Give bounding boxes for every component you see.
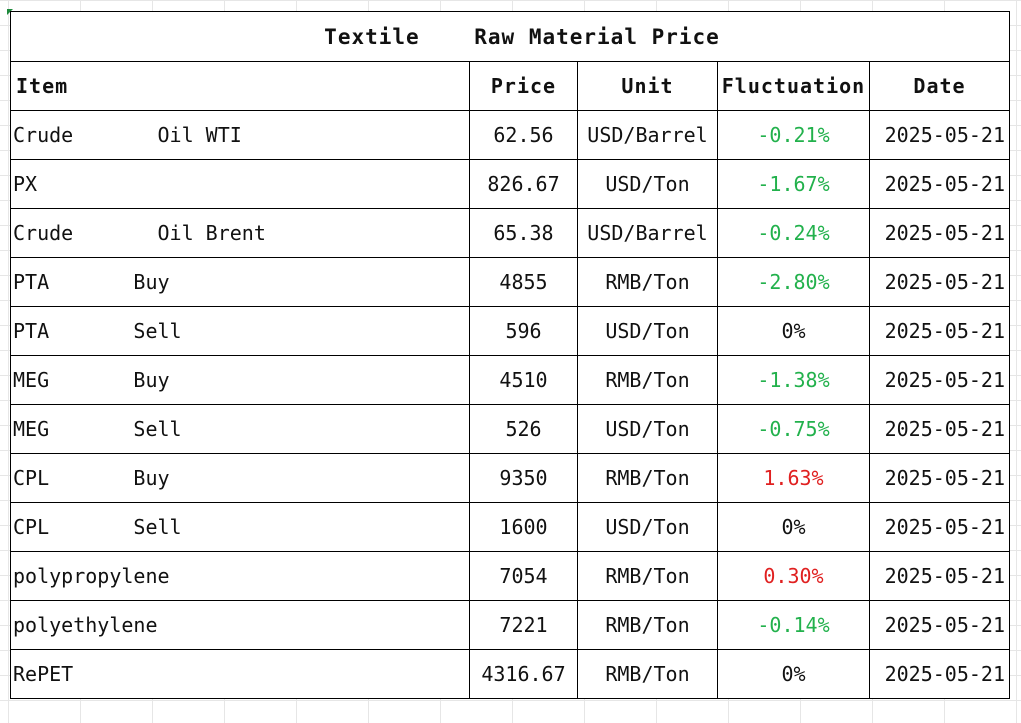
unit-cell[interactable]: USD/Ton bbox=[577, 159, 718, 209]
date-cell[interactable]: 2025-05-21 bbox=[869, 551, 1010, 601]
fluctuation-cell[interactable]: 0% bbox=[717, 502, 870, 552]
fluctuation-cell[interactable]: 1.63% bbox=[717, 453, 870, 503]
header-price[interactable]: Price bbox=[469, 61, 578, 111]
date-cell[interactable]: 2025-05-21 bbox=[869, 453, 1010, 503]
fluctuation-cell[interactable]: -0.14% bbox=[717, 600, 870, 650]
unit-cell[interactable]: RMB/Ton bbox=[577, 649, 718, 699]
item-cell[interactable]: polyethylene bbox=[10, 600, 470, 650]
price-cell[interactable]: 4510 bbox=[469, 355, 578, 405]
table-row: polyethylene 7221 RMB/Ton -0.14% 2025-05-21 bbox=[10, 600, 1010, 650]
unit-cell[interactable]: RMB/Ton bbox=[577, 551, 718, 601]
fluctuation-cell[interactable]: -0.21% bbox=[717, 110, 870, 160]
date-cell[interactable]: 2025-05-21 bbox=[869, 159, 1010, 209]
table-row: PTA Sell 596 USD/Ton 0% 2025-05-21 bbox=[10, 306, 1010, 356]
fluctuation-cell[interactable]: -2.80% bbox=[717, 257, 870, 307]
fluctuation-cell[interactable]: 0% bbox=[717, 306, 870, 356]
unit-cell[interactable]: RMB/Ton bbox=[577, 257, 718, 307]
header-item[interactable]: Item bbox=[10, 61, 470, 111]
table-row: CPL Sell 1600 USD/Ton 0% 2025-05-21 bbox=[10, 502, 1010, 552]
fluctuation-cell[interactable]: 0% bbox=[717, 649, 870, 699]
date-cell[interactable]: 2025-05-21 bbox=[869, 404, 1010, 454]
price-cell[interactable]: 9350 bbox=[469, 453, 578, 503]
header-unit[interactable]: Unit bbox=[577, 61, 718, 111]
table-body: Crude Oil WTI 62.56 USD/Barrel -0.21% 2025-0… bbox=[10, 110, 1010, 699]
unit-cell[interactable]: RMB/Ton bbox=[577, 453, 718, 503]
date-cell[interactable]: 2025-05-21 bbox=[869, 208, 1010, 258]
item-cell[interactable]: MEG Sell bbox=[10, 404, 470, 454]
table-row: MEG Sell 526 USD/Ton -0.75% 2025-05-21 bbox=[10, 404, 1010, 454]
price-cell[interactable]: 1600 bbox=[469, 502, 578, 552]
price-cell[interactable]: 65.38 bbox=[469, 208, 578, 258]
date-cell[interactable]: 2025-05-21 bbox=[869, 649, 1010, 699]
item-cell[interactable]: CPL Sell bbox=[10, 502, 470, 552]
fluctuation-cell[interactable]: -1.67% bbox=[717, 159, 870, 209]
unit-cell[interactable]: RMB/Ton bbox=[577, 600, 718, 650]
unit-cell[interactable]: USD/Ton bbox=[577, 404, 718, 454]
table-row: Crude Oil WTI 62.56 USD/Barrel -0.21% 2025-0… bbox=[10, 110, 1010, 160]
date-cell[interactable]: 2025-05-21 bbox=[869, 600, 1010, 650]
table-row: CPL Buy 9350 RMB/Ton 1.63% 2025-05-21 bbox=[10, 453, 1010, 503]
fluctuation-cell[interactable]: -0.24% bbox=[717, 208, 870, 258]
unit-cell[interactable]: USD/Barrel bbox=[577, 208, 718, 258]
date-cell[interactable]: 2025-05-21 bbox=[869, 110, 1010, 160]
raw-material-price-table: Textile Raw Material Price Item Price Un… bbox=[10, 11, 1010, 699]
table-row: MEG Buy 4510 RMB/Ton -1.38% 2025-05-21 bbox=[10, 355, 1010, 405]
price-cell[interactable]: 826.67 bbox=[469, 159, 578, 209]
item-cell[interactable]: PTA Sell bbox=[10, 306, 470, 356]
table-row: polypropylene 7054 RMB/Ton 0.30% 2025-05-21 bbox=[10, 551, 1010, 601]
item-cell[interactable]: Crude Oil WTI bbox=[10, 110, 470, 160]
header-fluctuation[interactable]: Fluctuation bbox=[717, 61, 870, 111]
unit-cell[interactable]: USD/Ton bbox=[577, 306, 718, 356]
unit-cell[interactable]: USD/Barrel bbox=[577, 110, 718, 160]
item-cell[interactable]: CPL Buy bbox=[10, 453, 470, 503]
date-cell[interactable]: 2025-05-21 bbox=[869, 355, 1010, 405]
unit-cell[interactable]: USD/Ton bbox=[577, 502, 718, 552]
price-cell[interactable]: 62.56 bbox=[469, 110, 578, 160]
header-row: Item Price Unit Fluctuation Date bbox=[10, 61, 1010, 111]
fluctuation-cell[interactable]: -1.38% bbox=[717, 355, 870, 405]
item-cell[interactable]: PTA Buy bbox=[10, 257, 470, 307]
price-cell[interactable]: 4855 bbox=[469, 257, 578, 307]
table-row: PTA Buy 4855 RMB/Ton -2.80% 2025-05-21 bbox=[10, 257, 1010, 307]
date-cell[interactable]: 2025-05-21 bbox=[869, 306, 1010, 356]
unit-cell[interactable]: RMB/Ton bbox=[577, 355, 718, 405]
item-cell[interactable]: MEG Buy bbox=[10, 355, 470, 405]
table-row: RePET 4316.67 RMB/Ton 0% 2025-05-21 bbox=[10, 649, 1010, 699]
title-row: Textile Raw Material Price bbox=[10, 11, 1010, 62]
item-cell[interactable]: polypropylene bbox=[10, 551, 470, 601]
date-cell[interactable]: 2025-05-21 bbox=[869, 502, 1010, 552]
price-cell[interactable]: 526 bbox=[469, 404, 578, 454]
price-cell[interactable]: 596 bbox=[469, 306, 578, 356]
item-cell[interactable]: Crude Oil Brent bbox=[10, 208, 470, 258]
table-row: PX 826.67 USD/Ton -1.67% 2025-05-21 bbox=[10, 159, 1010, 209]
item-cell[interactable]: RePET bbox=[10, 649, 470, 699]
date-cell[interactable]: 2025-05-21 bbox=[869, 257, 1010, 307]
fluctuation-cell[interactable]: 0.30% bbox=[717, 551, 870, 601]
table-row: Crude Oil Brent 65.38 USD/Barrel -0.24% 2025… bbox=[10, 208, 1010, 258]
item-cell[interactable]: PX bbox=[10, 159, 470, 209]
price-cell[interactable]: 7221 bbox=[469, 600, 578, 650]
price-cell[interactable]: 7054 bbox=[469, 551, 578, 601]
price-cell[interactable]: 4316.67 bbox=[469, 649, 578, 699]
table-title[interactable]: Textile Raw Material Price bbox=[10, 11, 1010, 62]
fluctuation-cell[interactable]: -0.75% bbox=[717, 404, 870, 454]
header-date[interactable]: Date bbox=[869, 61, 1010, 111]
